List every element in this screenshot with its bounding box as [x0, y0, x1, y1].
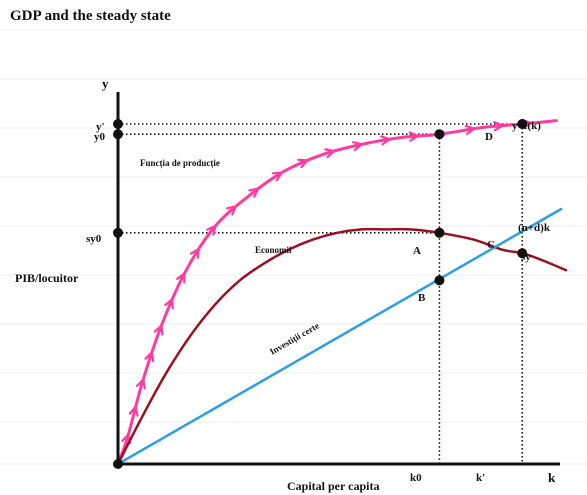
curve-arrow — [324, 148, 336, 159]
curve-annotation-savings: Economii — [255, 245, 292, 255]
curve-arrow — [380, 135, 391, 146]
axes — [116, 92, 560, 466]
point-marker — [113, 119, 123, 129]
curve-annotation-production: Funcția de producție — [140, 158, 220, 168]
curve-arrow — [226, 205, 237, 216]
curve-arrow — [248, 187, 260, 198]
chart-title: GDP and the steady state — [10, 8, 171, 24]
curve-arrow — [189, 247, 200, 259]
point-a — [434, 227, 445, 238]
guide-lines — [118, 123, 524, 464]
point-marker — [113, 459, 123, 469]
curve-label-savings: sy — [521, 251, 531, 263]
curve-arrow — [206, 224, 217, 236]
curve-arrow — [164, 298, 174, 310]
point-label-c: C — [487, 239, 495, 251]
curve-arrow — [144, 351, 155, 363]
curve-arrow — [408, 131, 420, 142]
curve-arrow — [128, 405, 139, 417]
x-axis-end-label: k — [548, 470, 556, 485]
point-label-d: D — [485, 131, 493, 143]
point-b — [434, 275, 445, 286]
curve-label-investment: (n+d)k — [518, 222, 551, 234]
y-axis-label: PIB/locuitor — [15, 271, 79, 285]
point-c — [517, 248, 528, 259]
y-tick-y0: y0 — [94, 131, 106, 143]
curve-arrow — [493, 121, 504, 132]
curve-arrow — [297, 158, 309, 169]
y-tick-y-prime: y' — [96, 121, 105, 133]
y-tick-sy0: sy0 — [86, 233, 102, 245]
point-marker — [113, 227, 123, 238]
curve-production — [116, 119, 558, 466]
point-d — [517, 119, 528, 129]
curve-arrow — [153, 324, 164, 336]
x-tick-k-prime: k' — [476, 472, 485, 484]
curve-arrow — [135, 378, 146, 390]
point-marker — [434, 129, 445, 140]
curve-label-production: y=f(k) — [512, 120, 541, 132]
curve-arrow — [352, 141, 363, 152]
curve-investment — [116, 207, 563, 466]
x-axis-label: Capital per capita — [287, 479, 379, 493]
labels: y k PIB/locuitor Capital per capita k0 k… — [15, 76, 556, 493]
curve-arrow — [271, 171, 283, 182]
curve-arrow — [176, 272, 186, 284]
point-label-a: A — [413, 245, 421, 257]
point-marker — [113, 129, 123, 140]
curves — [116, 118, 568, 466]
y-axis-end-label: y — [102, 76, 109, 91]
x-tick-k0: k0 — [410, 472, 422, 484]
curve-savings — [116, 227, 568, 466]
curve-arrow — [464, 124, 476, 135]
point-label-b: B — [418, 292, 426, 304]
points — [113, 119, 528, 469]
